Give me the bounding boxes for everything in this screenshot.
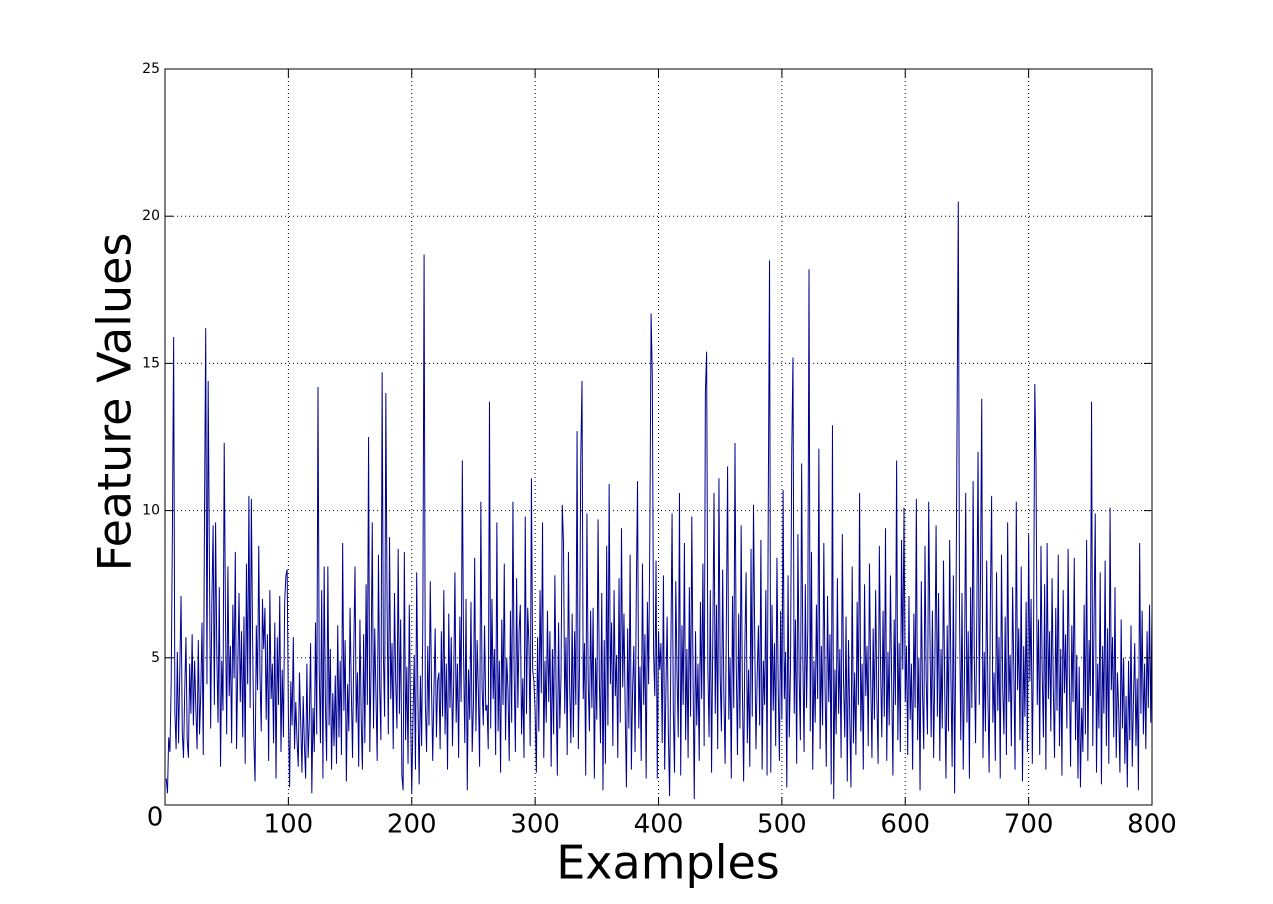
y-tick-label: 15 [142, 355, 160, 371]
x-tick-label: 800 [1127, 810, 1177, 840]
x-tick-label: 600 [880, 810, 930, 840]
x-tick-label: 300 [510, 810, 560, 840]
plot-layer [165, 201, 1153, 800]
x-axis-label: Examples [556, 836, 780, 890]
y-tick-label: 5 [151, 650, 160, 666]
x-tick-label: 200 [387, 810, 437, 840]
x-tick-label: 100 [264, 810, 314, 840]
x-tick-label: 400 [634, 810, 684, 840]
label-layer: 5 10 15 20 25 0 100 200 300 400 500 600 700 800 [142, 61, 1177, 840]
y-tick-label: 25 [142, 61, 160, 77]
y-tick-label: 10 [142, 503, 160, 519]
data-line [165, 201, 1153, 800]
x-tick-label: 500 [757, 810, 807, 840]
y-axis-label: Feature Values [88, 233, 142, 572]
x-tick-label: 700 [1004, 810, 1054, 840]
y-tick-label: 20 [142, 208, 160, 224]
x-tick-label: 0 [147, 803, 164, 833]
